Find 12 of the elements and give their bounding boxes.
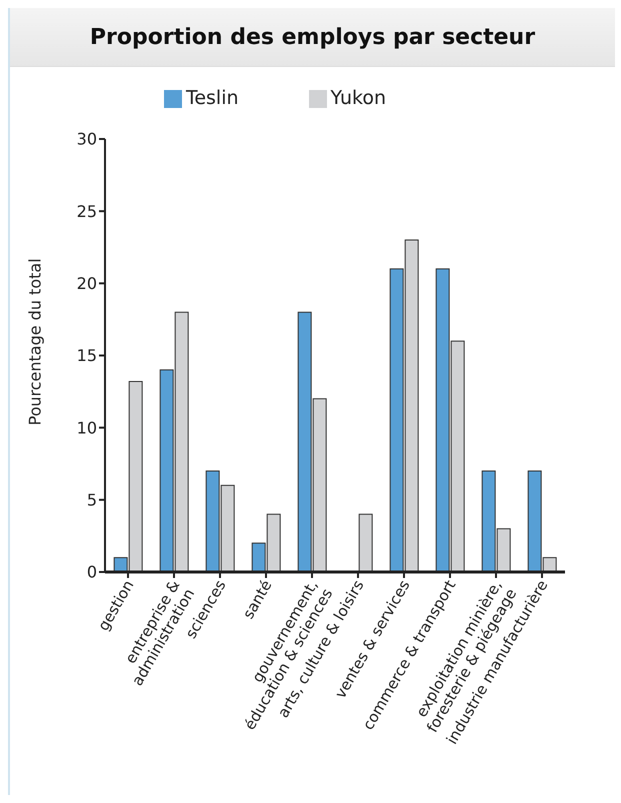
y-tick-label: 10 — [76, 418, 97, 438]
y-tick-label: 20 — [76, 274, 97, 294]
y-tick-label: 5 — [86, 490, 97, 510]
chart-title: Proportion des employs par secteur — [10, 8, 615, 67]
y-tick-label: 25 — [76, 202, 97, 221]
legend-label: Yukon — [330, 87, 386, 109]
y-tick-label: 15 — [76, 346, 97, 366]
y-tick-label: 0 — [86, 562, 97, 582]
bar — [358, 514, 373, 572]
y-axis-title: Pourcentage du total — [26, 258, 45, 426]
y-tick-label: 30 — [76, 130, 97, 149]
legend-label: Teslin — [186, 87, 239, 109]
